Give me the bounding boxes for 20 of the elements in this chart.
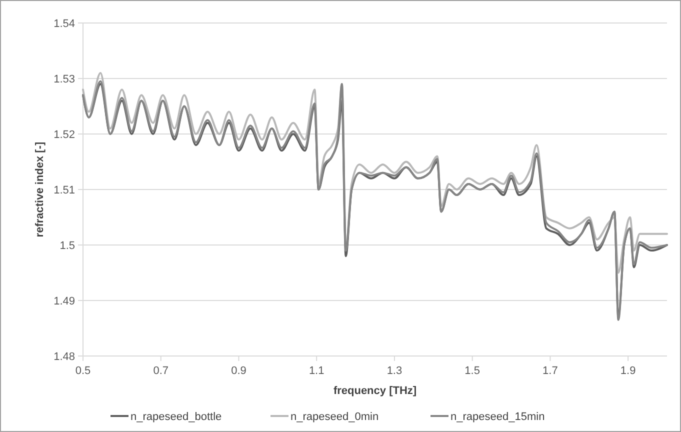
x-tick-label: 1.7 <box>542 365 558 377</box>
legend-label: n_rapeseed_15min <box>450 411 545 423</box>
x-tick-label: 1.1 <box>308 365 324 377</box>
y-tick-label: 1.5 <box>60 240 75 252</box>
x-tick-label: 1.9 <box>620 365 636 377</box>
x-axis-title: frequency [THz] <box>333 385 417 397</box>
x-tick-label: 0.5 <box>75 365 91 377</box>
legend-label: n_rapeseed_bottle <box>130 411 222 423</box>
y-tick-label: 1.53 <box>54 74 75 86</box>
x-tick-label: 1.5 <box>464 365 480 377</box>
x-tick-label: 1.3 <box>386 365 402 377</box>
y-tick-label: 1.54 <box>54 18 75 30</box>
y-tick-label: 1.49 <box>54 296 75 308</box>
y-tick-label: 1.51 <box>54 184 75 196</box>
y-axis-title: refractive index [-] <box>34 141 46 238</box>
legend-label: n_rapeseed_0min <box>290 411 379 423</box>
x-tick-label: 0.9 <box>231 365 246 377</box>
y-tick-label: 1.48 <box>54 351 75 363</box>
y-tick-label: 1.52 <box>54 129 75 141</box>
x-tick-label: 0.7 <box>153 365 169 377</box>
